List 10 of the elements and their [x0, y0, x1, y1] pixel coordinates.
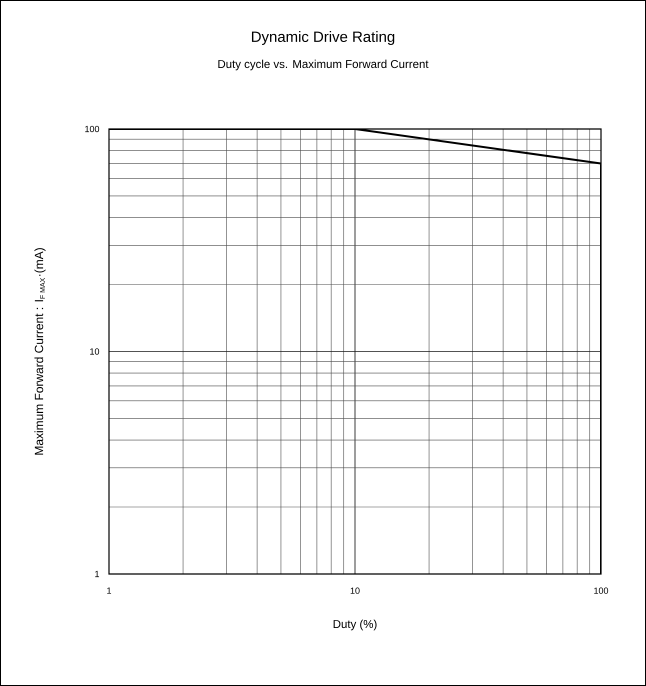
chart-subtitle: Duty cycle vs. Maximum Forward Current — [218, 60, 428, 70]
x-tick-label: 10 — [350, 588, 360, 594]
y-tick-label: 1 — [95, 570, 100, 578]
y-tick-label: 100 — [85, 126, 100, 132]
chart-title: Dynamic Drive Rating — [252, 31, 394, 45]
x-tick-label: 100 — [594, 588, 608, 594]
x-axis-title: Duty (%) — [334, 620, 377, 630]
y-tick-label: 10 — [90, 348, 100, 355]
x-tick-label: 1 — [107, 588, 112, 594]
y-axis-title: $\mbox{Maximum Forward Current : I}_{\mbox{\scriptsize F MAX}}\mbox{·(mA)}$ — [34, 248, 46, 455]
